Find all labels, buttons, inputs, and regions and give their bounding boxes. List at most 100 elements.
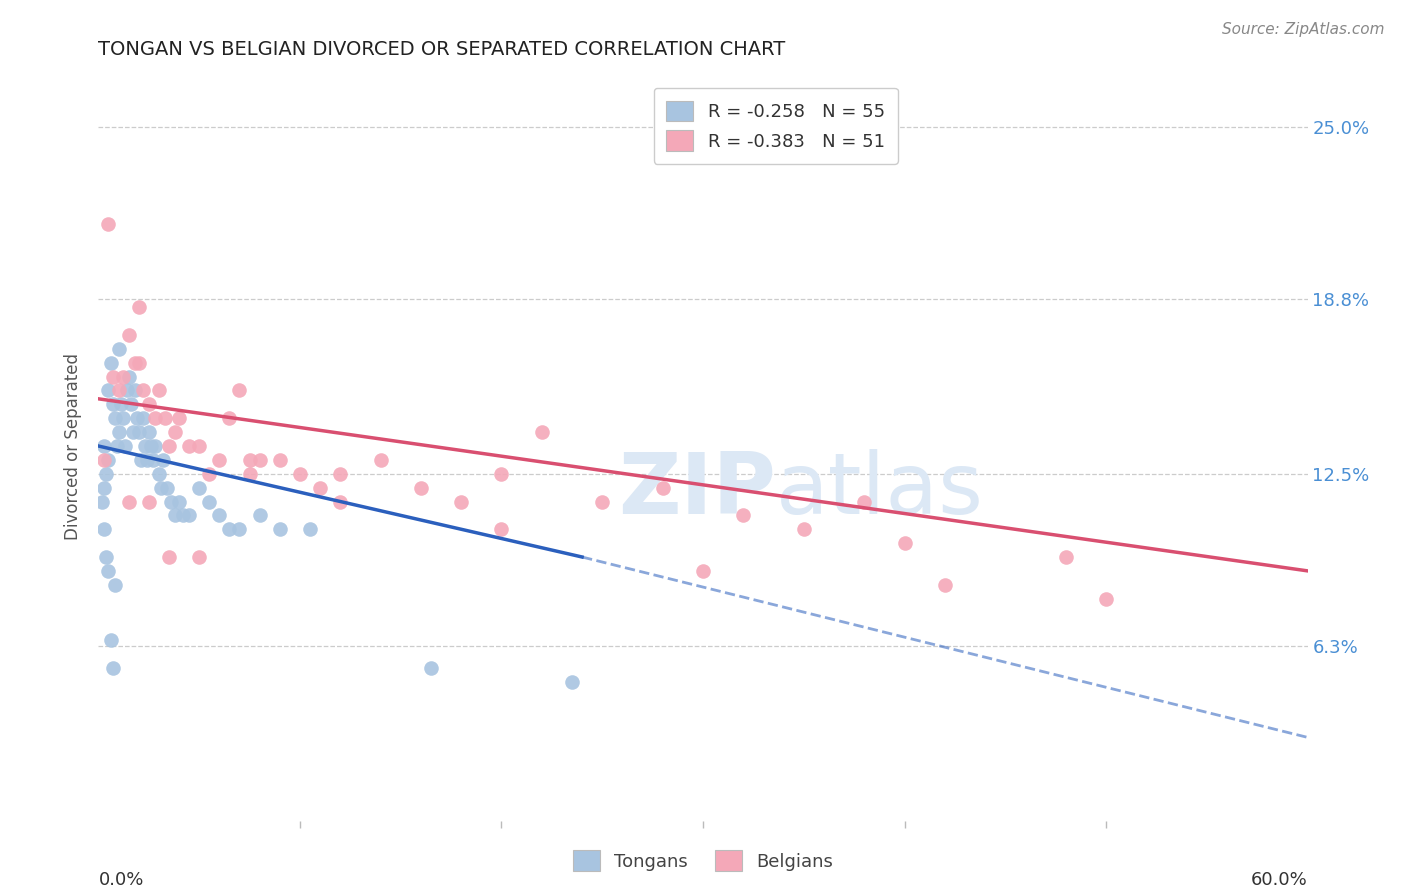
Text: ZIP: ZIP <box>617 450 776 533</box>
Legend: R = -0.258   N = 55, R = -0.383   N = 51: R = -0.258 N = 55, R = -0.383 N = 51 <box>654 88 897 164</box>
Text: Source: ZipAtlas.com: Source: ZipAtlas.com <box>1222 22 1385 37</box>
Point <box>118 494 141 508</box>
Point <box>491 522 513 536</box>
Point <box>124 356 146 370</box>
Point <box>148 384 170 398</box>
Point <box>188 549 211 564</box>
Point <box>118 369 141 384</box>
Point <box>269 522 291 536</box>
Point <box>450 494 472 508</box>
Point <box>128 356 150 370</box>
Point <box>101 369 124 384</box>
Point <box>142 453 165 467</box>
Point <box>218 411 240 425</box>
Point <box>107 384 129 398</box>
Point <box>103 411 125 425</box>
Point <box>129 453 152 467</box>
Point <box>111 411 134 425</box>
Text: 60.0%: 60.0% <box>1251 871 1308 888</box>
Point <box>491 467 513 481</box>
Point <box>239 467 262 481</box>
Point <box>101 661 124 675</box>
Point <box>188 439 211 453</box>
Point <box>591 494 613 508</box>
Point <box>105 439 128 453</box>
Point <box>228 522 250 536</box>
Point <box>208 508 231 523</box>
Point <box>107 425 129 439</box>
Point <box>160 494 183 508</box>
Point <box>148 467 170 481</box>
Point <box>97 564 120 578</box>
Point <box>163 425 186 439</box>
Point <box>288 467 311 481</box>
Point <box>1054 549 1077 564</box>
Point <box>188 481 211 495</box>
Point <box>100 356 122 370</box>
Point <box>733 508 755 523</box>
Point <box>370 453 392 467</box>
Point <box>125 411 148 425</box>
Point <box>120 397 142 411</box>
Point <box>420 661 443 675</box>
Point <box>97 453 120 467</box>
Point <box>853 494 876 508</box>
Point <box>157 439 180 453</box>
Point <box>167 494 190 508</box>
Point <box>93 522 115 536</box>
Point <box>198 494 221 508</box>
Point <box>228 384 250 398</box>
Point <box>530 425 553 439</box>
Point <box>179 508 201 523</box>
Point <box>934 578 956 592</box>
Point <box>100 633 122 648</box>
Point <box>239 453 262 467</box>
Point <box>163 508 186 523</box>
Text: TONGAN VS BELGIAN DIVORCED OR SEPARATED CORRELATION CHART: TONGAN VS BELGIAN DIVORCED OR SEPARATED … <box>98 39 786 59</box>
Point <box>96 467 118 481</box>
Point <box>97 217 120 231</box>
Point <box>157 549 180 564</box>
Point <box>269 453 291 467</box>
Point <box>143 439 166 453</box>
Point <box>91 494 114 508</box>
Point <box>409 481 432 495</box>
Point <box>139 439 162 453</box>
Point <box>132 384 155 398</box>
Point <box>93 439 115 453</box>
Point <box>152 453 174 467</box>
Point <box>138 494 160 508</box>
Point <box>218 522 240 536</box>
Point <box>249 453 271 467</box>
Point <box>138 425 160 439</box>
Point <box>208 453 231 467</box>
Point <box>309 481 332 495</box>
Point <box>93 481 115 495</box>
Point <box>172 508 194 523</box>
Point <box>135 453 157 467</box>
Text: atlas: atlas <box>776 450 984 533</box>
Point <box>93 453 115 467</box>
Point <box>651 481 673 495</box>
Point <box>115 384 138 398</box>
Point <box>121 425 143 439</box>
Point <box>329 494 352 508</box>
Point <box>138 397 160 411</box>
Point <box>96 549 118 564</box>
Point <box>1095 591 1118 606</box>
Point <box>132 411 155 425</box>
Point <box>118 328 141 343</box>
Point <box>156 481 179 495</box>
Y-axis label: Divorced or Separated: Divorced or Separated <box>65 352 83 540</box>
Point <box>149 481 172 495</box>
Point <box>167 411 190 425</box>
Point <box>249 508 271 523</box>
Point <box>134 439 156 453</box>
Point <box>179 439 201 453</box>
Point <box>561 674 583 689</box>
Point <box>128 425 150 439</box>
Point <box>128 300 150 314</box>
Text: 0.0%: 0.0% <box>98 871 143 888</box>
Point <box>110 397 132 411</box>
Point <box>198 467 221 481</box>
